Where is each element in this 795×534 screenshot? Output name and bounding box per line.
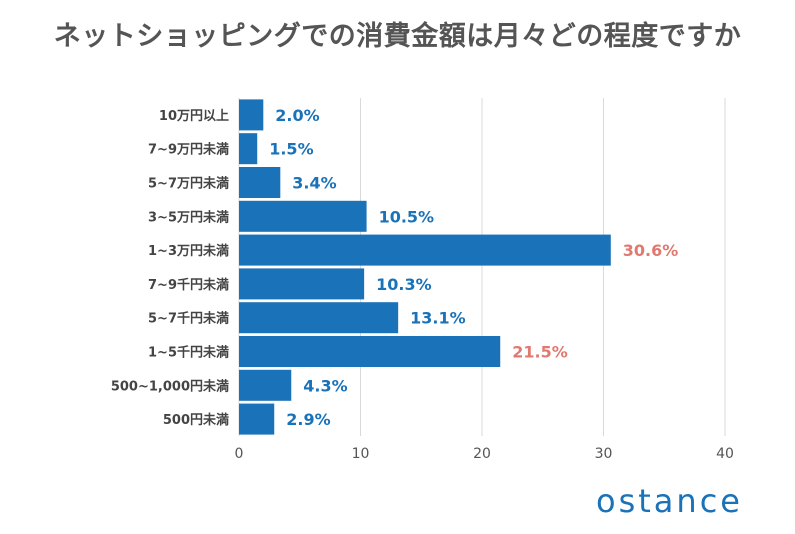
data-label: 30.6%: [623, 241, 679, 260]
data-label: 2.9%: [286, 410, 330, 429]
bar: [239, 302, 399, 334]
category-label: 5~7千円未満: [148, 311, 229, 327]
category-label: 7~9万円未満: [148, 142, 229, 158]
bar: [239, 99, 264, 131]
data-label: 21.5%: [512, 343, 568, 362]
category-label: 5~7万円未満: [148, 176, 229, 192]
category-label: 500~1,000円未満: [111, 378, 229, 394]
bar: [239, 336, 501, 367]
data-label: 13.1%: [410, 309, 466, 328]
x-tick-label: 0: [235, 446, 244, 462]
bar: [239, 369, 292, 401]
chart-title: ネットショッピングでの消費金額は月々どの程度ですか: [53, 21, 742, 52]
bar: [239, 133, 258, 165]
bar: [239, 167, 281, 198]
category-label: 7~9千円未満: [148, 277, 229, 293]
bar: [239, 200, 367, 232]
category-label: 500円未満: [163, 412, 229, 428]
category-label: 3~5万円未満: [148, 209, 229, 225]
data-label: 3.4%: [292, 174, 336, 193]
data-label: 2.0%: [275, 106, 319, 125]
category-label: 1~3万円未満: [148, 243, 229, 259]
category-label: 1~5千円未満: [148, 345, 229, 361]
bar: [239, 268, 365, 300]
bar: [239, 234, 611, 266]
data-label: 10.5%: [379, 207, 435, 226]
x-tick-label: 40: [716, 446, 734, 462]
brand-logo: ostance: [596, 482, 743, 520]
x-tick-label: 10: [352, 446, 370, 462]
data-label: 4.3%: [303, 376, 347, 395]
data-label: 10.3%: [376, 275, 432, 294]
x-tick-label: 30: [595, 446, 613, 462]
bar: [239, 403, 275, 435]
data-label: 1.5%: [269, 140, 313, 159]
x-tick-label: 20: [473, 446, 491, 462]
category-label: 10万円以上: [159, 109, 229, 124]
